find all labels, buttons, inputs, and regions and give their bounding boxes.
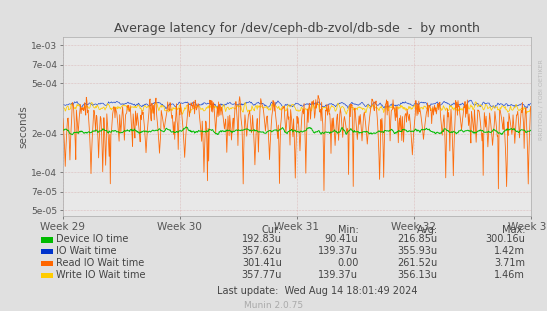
Text: 139.37u: 139.37u — [318, 246, 358, 256]
Text: 139.37u: 139.37u — [318, 270, 358, 280]
Text: 90.41u: 90.41u — [324, 234, 358, 244]
Text: RRDTOOL / TOBI OETIKER: RRDTOOL / TOBI OETIKER — [538, 59, 543, 140]
Text: 0.00: 0.00 — [337, 258, 358, 268]
Text: Write IO Wait time: Write IO Wait time — [56, 270, 146, 280]
Text: 261.52u: 261.52u — [397, 258, 438, 268]
Title: Average latency for /dev/ceph-db-zvol/db-sde  -  by month: Average latency for /dev/ceph-db-zvol/db… — [114, 22, 480, 35]
Text: 301.41u: 301.41u — [242, 258, 282, 268]
Text: 357.77u: 357.77u — [241, 270, 282, 280]
Text: 1.46m: 1.46m — [494, 270, 525, 280]
Text: 357.62u: 357.62u — [241, 246, 282, 256]
Text: Read IO Wait time: Read IO Wait time — [56, 258, 144, 268]
Text: IO Wait time: IO Wait time — [56, 246, 117, 256]
Text: 355.93u: 355.93u — [398, 246, 438, 256]
Text: 3.71m: 3.71m — [494, 258, 525, 268]
Text: Last update:  Wed Aug 14 18:01:49 2024: Last update: Wed Aug 14 18:01:49 2024 — [217, 286, 417, 296]
Y-axis label: seconds: seconds — [19, 105, 28, 148]
Text: 216.85u: 216.85u — [398, 234, 438, 244]
Text: Max:: Max: — [502, 225, 525, 235]
Text: Device IO time: Device IO time — [56, 234, 129, 244]
Text: Min:: Min: — [337, 225, 358, 235]
Text: Avg:: Avg: — [416, 225, 438, 235]
Text: 356.13u: 356.13u — [398, 270, 438, 280]
Text: 300.16u: 300.16u — [485, 234, 525, 244]
Text: Munin 2.0.75: Munin 2.0.75 — [244, 301, 303, 310]
Text: 1.42m: 1.42m — [494, 246, 525, 256]
Text: 192.83u: 192.83u — [242, 234, 282, 244]
Text: Cur:: Cur: — [261, 225, 282, 235]
